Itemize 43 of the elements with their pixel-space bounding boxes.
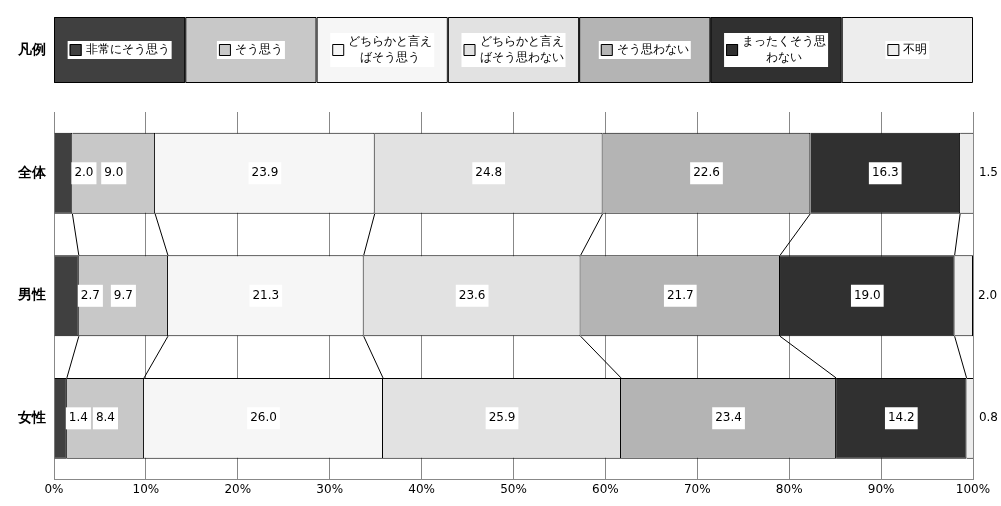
data-label: 23.9: [251, 165, 279, 180]
x-tick-label: 20%: [224, 481, 252, 496]
x-tick-label: 10%: [132, 481, 160, 496]
data-label: 16.3: [871, 165, 899, 180]
data-label: 26.0: [250, 410, 277, 425]
legend-label: そう思わない: [616, 42, 689, 57]
data-label: 2.7: [80, 287, 100, 302]
x-tick-label: 30%: [316, 481, 344, 496]
legend-title: 凡例: [17, 40, 46, 57]
legend-label: まったくそう思わない: [742, 34, 827, 65]
data-label: 8.4: [95, 410, 116, 425]
data-label: 14.2: [887, 410, 915, 425]
legend-label: 非常にそう思う: [85, 42, 170, 57]
y-tick-label: 女性: [17, 408, 46, 425]
x-tick-label: 50%: [500, 481, 527, 496]
data-label: 9.0: [104, 165, 124, 180]
data-label: 21.3: [252, 287, 280, 302]
y-tick-label: 男性: [17, 286, 46, 303]
x-tick-label: 90%: [867, 481, 895, 496]
data-label: 22.6: [693, 165, 720, 180]
x-tick-label: 80%: [775, 481, 803, 496]
x-tick-label: 100%: [955, 481, 991, 496]
legend-label: どちらかと言えばそう思う: [348, 34, 433, 65]
data-label: 24.8: [475, 165, 503, 180]
x-tick-label: 40%: [408, 481, 435, 496]
x-tick-label: 60%: [592, 481, 619, 496]
data-label: 1.5: [978, 165, 999, 180]
legend-label: そう思う: [234, 42, 283, 57]
data-label: 0.8: [978, 410, 999, 425]
legend-label: 不明: [903, 42, 928, 57]
data-label: 23.4: [715, 410, 742, 425]
data-label: 21.7: [666, 287, 694, 302]
legend-label: どちらかと言えばそう思わない: [479, 34, 564, 65]
x-tick-label: 0%: [44, 481, 64, 496]
data-label: 9.7: [113, 287, 133, 302]
y-tick-label: 全体: [17, 163, 47, 180]
data-label: 19.0: [853, 287, 881, 302]
data-label: 2.0: [978, 287, 998, 302]
data-label: 25.9: [488, 410, 516, 425]
data-label: 23.6: [458, 287, 486, 302]
x-tick-label: 70%: [683, 481, 711, 496]
data-label: 2.0: [74, 165, 94, 180]
data-label: 1.4: [68, 410, 88, 425]
